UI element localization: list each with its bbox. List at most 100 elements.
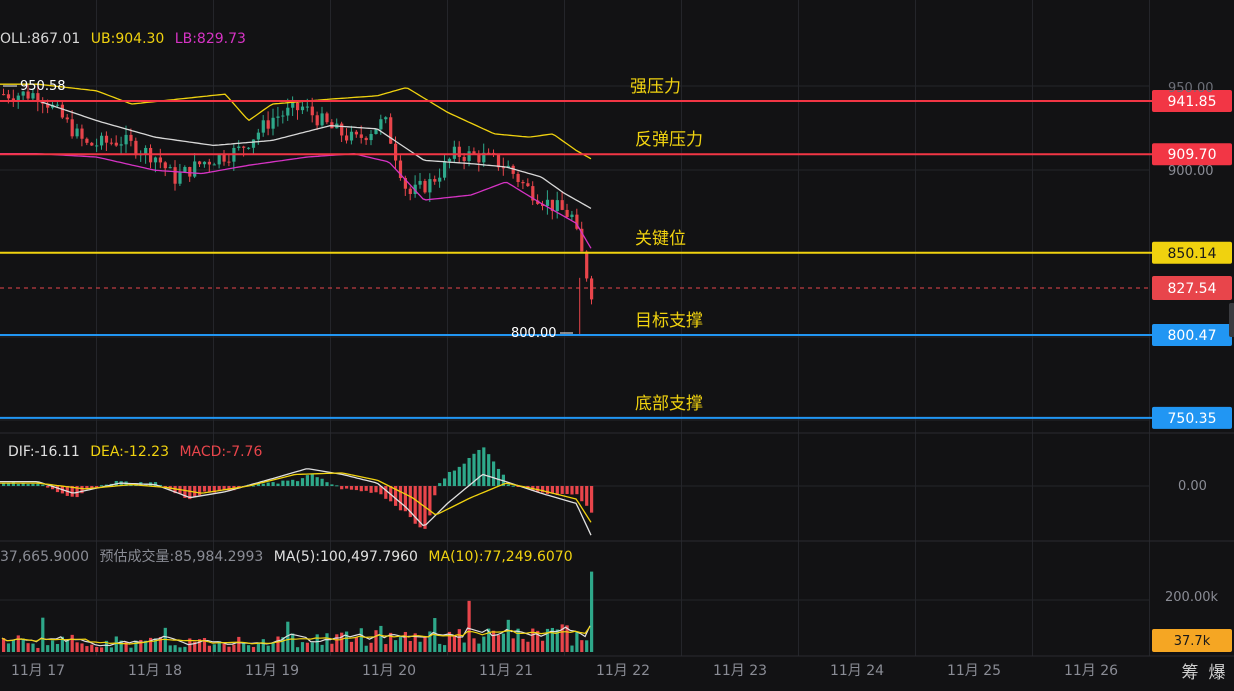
macd-bar — [443, 478, 447, 486]
date-tick-2: 11月 19 — [245, 663, 299, 679]
volume-bar — [286, 621, 290, 652]
volume-bar — [281, 637, 285, 652]
macd-bar — [16, 484, 20, 486]
macd-bar — [144, 483, 148, 486]
candle-body — [36, 93, 40, 102]
level-label-0: 强压力 — [630, 77, 681, 97]
date-tick-0: 11月 17 — [11, 663, 65, 679]
candle-body — [364, 137, 368, 141]
macd-bar — [256, 483, 260, 486]
candle-body — [560, 200, 564, 210]
candle-body — [168, 167, 172, 169]
macd-bar — [379, 486, 383, 495]
volume-bar — [36, 647, 40, 652]
candle-body — [193, 161, 197, 177]
macd-bar — [438, 483, 442, 486]
volume-bar — [227, 646, 231, 652]
candle-body — [580, 228, 584, 252]
macd-bar — [394, 486, 398, 506]
volume-bar — [555, 629, 559, 652]
volume-bar — [266, 645, 270, 652]
candle-body — [545, 199, 550, 206]
candle-body — [158, 157, 162, 163]
macd-bar — [266, 482, 270, 486]
macd-bar — [349, 486, 354, 490]
volume-bar — [438, 643, 442, 652]
volume-bar — [335, 634, 339, 652]
level-price-tag-3[interactable] — [1152, 323, 1232, 346]
volume-bar — [364, 645, 368, 652]
level-price-1: 909.70 — [1168, 147, 1217, 163]
macd-bar — [26, 484, 30, 486]
level-price-tag-0[interactable] — [1152, 90, 1232, 112]
candle-body — [104, 135, 109, 143]
volume-bar — [41, 617, 45, 652]
volume-bar — [173, 645, 177, 652]
candle-body — [286, 107, 290, 116]
volume-current-value: 37.7k — [1174, 634, 1211, 649]
candle-body — [85, 138, 89, 143]
macd-bar — [153, 482, 158, 486]
level-price-0: 941.85 — [1168, 94, 1217, 110]
svg-text:DIF:-16.11 DEA:-12.23: DIF:-16.11 DEA:-12.23 MACD:-7.76 — [8, 444, 262, 460]
volume-bar — [51, 640, 55, 652]
current-price-tag[interactable] — [1152, 276, 1232, 300]
macd-bar — [369, 486, 373, 493]
candle-body — [438, 177, 442, 182]
volume-current-tag[interactable] — [1152, 629, 1232, 652]
level-price-3: 800.47 — [1168, 328, 1217, 344]
volume-bar — [418, 641, 422, 652]
support-resistance-levels[interactable]: 强压力 941.85 反弹压力 909.70 关键位 850.14 目标支撑 800.47 底部… — [0, 77, 1232, 429]
volume-bar — [104, 640, 109, 652]
liquidation-button[interactable]: 爆 — [1209, 663, 1226, 683]
boll-lb-label: LB:829.73 — [175, 31, 246, 47]
macd-bar — [51, 486, 55, 490]
candle-body — [144, 147, 148, 155]
svg-text:OLL:867.01 UB:904.30 L: OLL:867.01 UB:904.30 LB:829.73 — [0, 31, 246, 47]
volume-bar — [100, 647, 104, 652]
chip-distribution-button[interactable]: 筹 — [1182, 663, 1199, 683]
candle-body — [100, 135, 104, 146]
date-tick-1: 11月 18 — [128, 663, 182, 679]
volume-bar — [580, 640, 584, 652]
volume-bar — [296, 647, 300, 652]
candle-body — [325, 113, 329, 123]
volume-bar — [443, 645, 447, 652]
macd-bar — [536, 486, 540, 492]
volume-bar — [531, 628, 535, 652]
volume-bar — [242, 642, 246, 652]
volume-bar — [75, 642, 79, 652]
macd-bar — [212, 486, 216, 493]
candle-body — [408, 188, 412, 195]
macd-bar — [511, 485, 515, 487]
candle-body — [423, 180, 427, 193]
candle-body — [21, 91, 25, 96]
volume-bar — [193, 641, 197, 652]
volume-bar — [237, 636, 241, 652]
volume-ma10-label: MA(10):77,249.6070 — [428, 549, 572, 565]
volume-bar — [423, 637, 427, 652]
macd-bar — [492, 461, 496, 486]
level-price-2: 850.14 — [1168, 246, 1217, 262]
level-price-tag-1[interactable] — [1152, 143, 1232, 166]
candle-body — [60, 104, 64, 118]
volume-bar — [447, 631, 452, 652]
date-tick-3: 11月 20 — [362, 663, 416, 679]
macd-bar — [575, 486, 579, 495]
volume-bar — [291, 633, 295, 652]
price-candles[interactable] — [2, 83, 594, 336]
level-price-tag-4[interactable] — [1152, 406, 1232, 429]
volume-bar — [114, 636, 118, 652]
candle-body — [242, 146, 246, 148]
volume-bar — [536, 630, 540, 652]
level-price-tag-2[interactable] — [1152, 241, 1232, 264]
candle-body — [237, 146, 241, 148]
date-tick-9: 11月 26 — [1064, 663, 1118, 679]
boll-upper-line — [0, 83, 592, 160]
volume-bar — [570, 645, 574, 652]
volume-bar — [153, 638, 158, 652]
candle-body — [428, 179, 432, 193]
candle-body — [369, 134, 373, 141]
volume-bar — [207, 645, 211, 652]
price-scroll-handle[interactable] — [1229, 303, 1234, 337]
